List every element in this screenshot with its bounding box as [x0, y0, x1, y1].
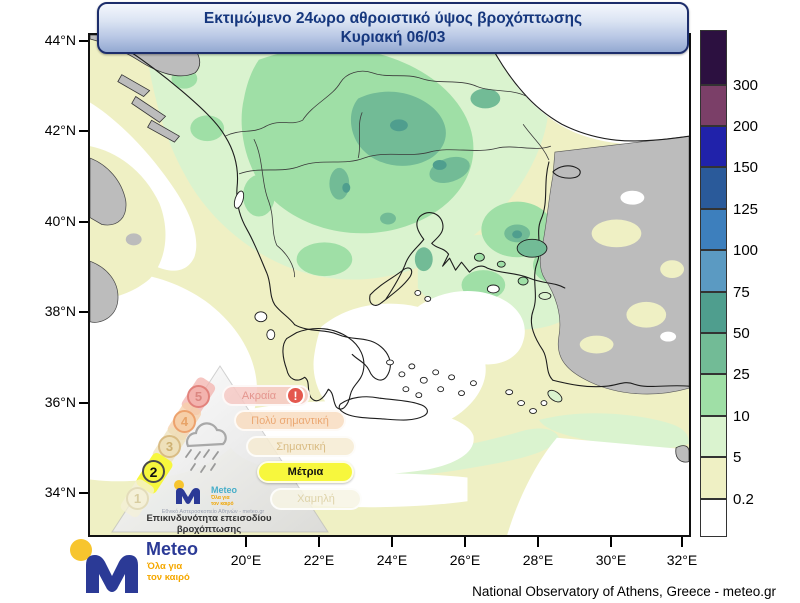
lat-tick-label: 34°N — [44, 484, 76, 500]
risk-label-low: Χαμηλή — [270, 488, 362, 510]
meteo-mini-logo-name: Meteo — [211, 485, 238, 495]
meteo-mini-logo: Meteo Όλα για τον καιρό Εθνικό Αστεροσκο… — [162, 478, 264, 515]
lon-tick-label: 30°E — [595, 552, 627, 568]
colorbar-label: 125 — [733, 201, 759, 218]
colorbar-segment — [700, 374, 727, 416]
meteo-mini-logo-org: Εθνικό Αστεροσκοπείο Αθηνών - meteo.gr — [161, 509, 265, 515]
lon-tick-label: 26°E — [449, 552, 481, 568]
attribution-text: National Observatory of Athens, Greece -… — [472, 584, 776, 599]
risk-level-4-circle: 4 — [173, 410, 196, 433]
colorbar-segment — [700, 457, 727, 499]
warning-exclamation-icon: ! — [286, 386, 305, 405]
risk-label-moderate-active: Μέτρια — [257, 461, 354, 483]
colorbar-label: 0.2 — [733, 491, 754, 508]
meteo-footer-logo: Meteo Όλα για τον καιρό — [62, 535, 222, 599]
colorbar-label: 300 — [733, 77, 759, 94]
map-title-banner: Εκτιμώμενο 24ωρο αθροιστικό ύψος βροχόπτ… — [97, 2, 689, 54]
lat-tick-label: 40°N — [44, 213, 76, 229]
lat-tick-label: 44°N — [44, 32, 76, 48]
lat-tick-label: 42°N — [44, 122, 76, 138]
map-title: Εκτιμώμενο 24ωρο αθροιστικό ύψος βροχόπτ… — [203, 10, 583, 27]
meteo-footer-logo-tagline: Όλα για τον καιρό — [147, 561, 190, 583]
colorbar-segment — [700, 416, 727, 457]
risk-legend-caption: Επικινδυνότητα επεισοδίου βροχόπτωσης — [146, 513, 272, 535]
risk-level-1-circle: 1 — [126, 487, 149, 510]
meteo-footer-logo-name: Meteo — [146, 539, 199, 559]
colorbar-label: 25 — [733, 366, 750, 383]
meteo-footer-logo-icon — [70, 539, 138, 593]
lat-tick-label: 38°N — [44, 303, 76, 319]
risk-level-2-circle-active: 2 — [142, 460, 165, 483]
colorbar-label: 5 — [733, 449, 742, 466]
colorbar-segment — [700, 333, 727, 374]
lon-tick-label: 24°E — [376, 552, 408, 568]
lat-tick-label: 36°N — [44, 394, 76, 410]
colorbar-segment — [700, 30, 727, 85]
colorbar-label: 150 — [733, 159, 759, 176]
risk-level-3-circle: 3 — [158, 435, 181, 458]
colorbar-segment — [700, 292, 727, 333]
rain-cloud-icon — [185, 422, 227, 473]
risk-label-very-significant: Πολύ σημαντική — [234, 410, 346, 431]
meteo-mini-logo-icon — [174, 480, 200, 504]
lon-tick-label: 32°E — [666, 552, 698, 568]
risk-level-5-circle: 5 — [187, 385, 210, 408]
precipitation-colorbar — [700, 30, 727, 537]
meteo-mini-logo-tagline: Όλα για τον καιρό — [211, 495, 234, 507]
map-date: Κυριακή 06/03 — [340, 29, 446, 46]
colorbar-label: 200 — [733, 118, 759, 135]
lon-tick-label: 28°E — [522, 552, 554, 568]
colorbar-segment — [700, 167, 727, 209]
colorbar-segment — [700, 499, 727, 537]
colorbar-label: 75 — [733, 284, 750, 301]
colorbar-segment — [700, 250, 727, 292]
colorbar-segment — [700, 209, 727, 250]
colorbar-label: 10 — [733, 408, 750, 425]
lon-tick-label: 22°E — [303, 552, 335, 568]
colorbar-label: 100 — [733, 242, 759, 259]
colorbar-label: 50 — [733, 325, 750, 342]
colorbar-segment — [700, 126, 727, 167]
risk-label-significant: Σημαντική — [246, 436, 356, 457]
colorbar-segment — [700, 85, 727, 126]
lon-tick-label: 20°E — [230, 552, 262, 568]
